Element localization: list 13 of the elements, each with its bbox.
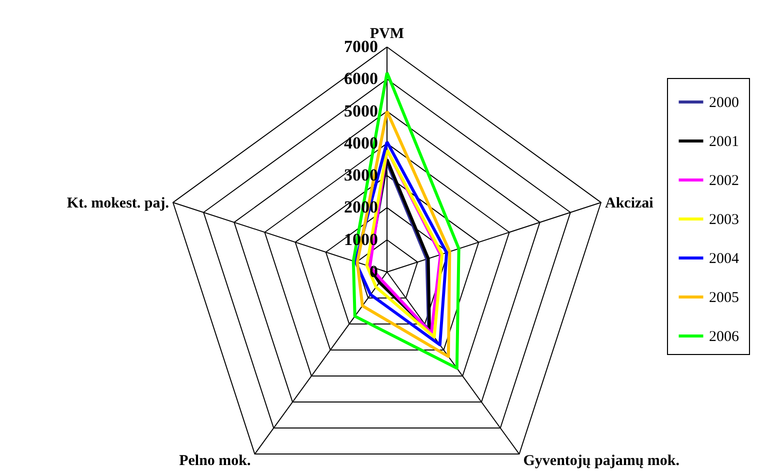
legend-label: 2000 <box>709 95 739 111</box>
spoke-label: Akcizai <box>604 195 654 212</box>
spoke-label: Pelno mok. <box>179 453 251 470</box>
spoke-label: Gyventojų pajamų mok. <box>523 453 680 470</box>
legend-label: 2003 <box>709 212 739 228</box>
legend-label: 2006 <box>709 329 740 345</box>
legend-label: 2004 <box>709 251 740 267</box>
y-tick-label: 5000 <box>344 101 378 120</box>
y-tick-label: 6000 <box>344 69 378 88</box>
legend-label: 2001 <box>709 134 739 150</box>
legend-label: 2005 <box>709 290 739 306</box>
spoke-label: Kt. mokest. paj. <box>66 195 170 212</box>
legend-label: 2002 <box>709 173 739 189</box>
